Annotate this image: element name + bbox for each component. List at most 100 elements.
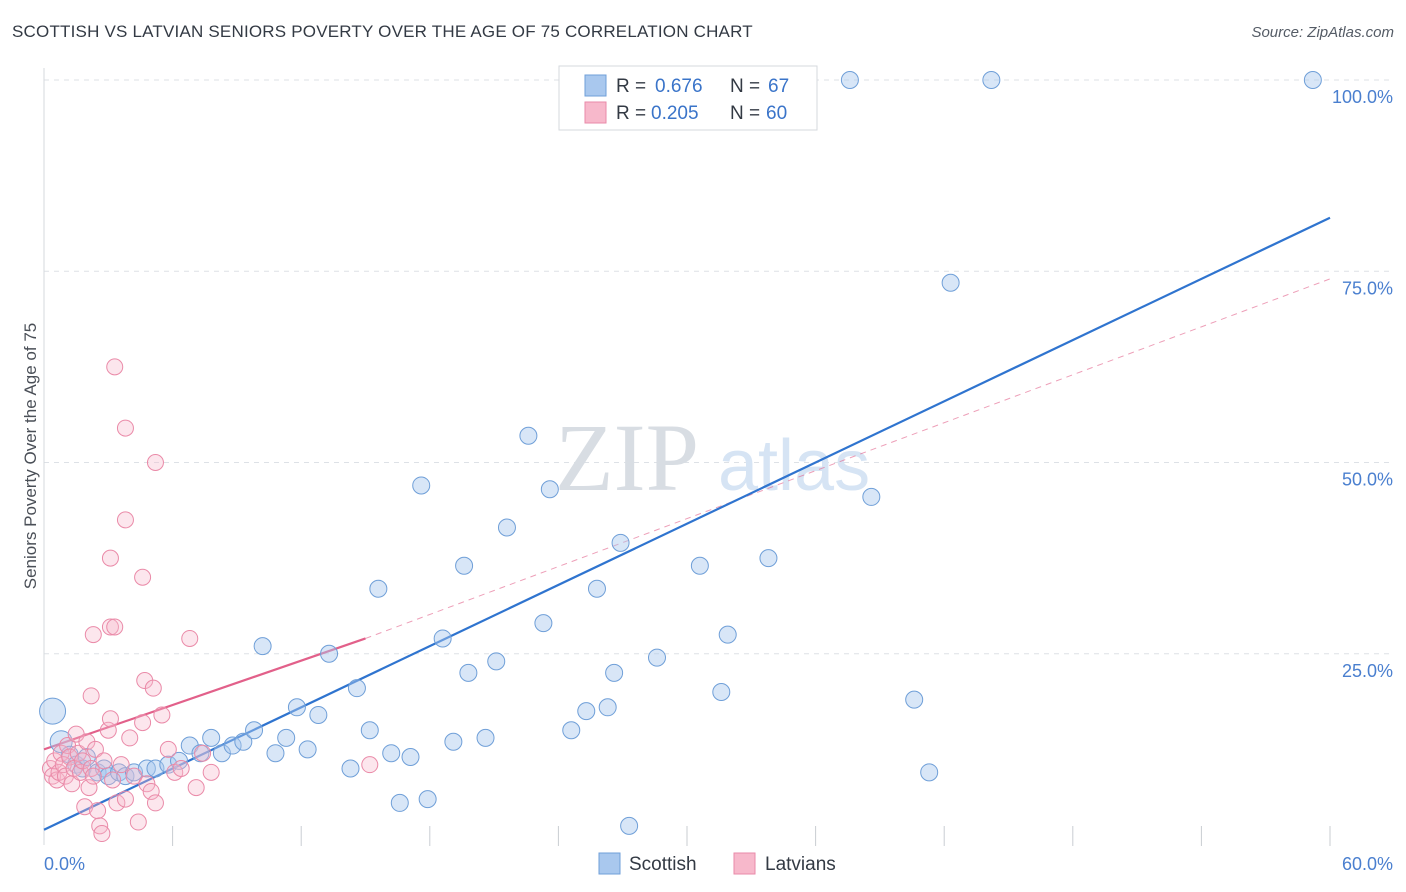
scottish-point (360, 721, 379, 740)
legend-scottish-swatch (584, 74, 607, 97)
scottish-point (459, 663, 478, 682)
latvian-point (202, 763, 220, 781)
scottish-point (759, 549, 778, 568)
latvian-point (142, 782, 160, 800)
scottish-point (277, 728, 296, 747)
latvian-point (101, 710, 119, 728)
scottish-point (444, 732, 463, 751)
latvian-point (194, 744, 212, 762)
latvian-point (106, 358, 124, 376)
y-ticks: 25.0% 50.0% 75.0% 100.0% (1332, 87, 1393, 681)
scottish-point (605, 663, 624, 682)
latvian-point (95, 752, 113, 770)
legend-scottish-r-label: R = (616, 76, 646, 97)
grid (43, 68, 1390, 845)
latvian-point (86, 740, 104, 758)
scottish-point (223, 736, 242, 755)
latvian-point (146, 794, 164, 812)
y-tick-label-1: 50.0% (1342, 470, 1393, 490)
chart-title: SCOTTISH VS LATVIAN SENIORS POVERTY OVER… (12, 22, 753, 41)
legend-latvian-swatch (584, 101, 607, 124)
scottish-point (309, 705, 328, 724)
latvian-point (144, 679, 162, 697)
scottish-point (39, 697, 67, 725)
scottish-point (369, 579, 388, 598)
scottish-point (116, 767, 135, 786)
watermark-zip: ZIP (555, 404, 699, 511)
legend-latvian-n-label: N = (730, 103, 760, 124)
scottish-point (341, 759, 360, 778)
latvian-point (187, 779, 205, 797)
scottish-point (390, 793, 409, 812)
latvian-point (61, 748, 79, 766)
scottish-point (540, 480, 559, 499)
legend-scottish-r-value: 0.676 (655, 76, 703, 97)
scottish-point (1303, 71, 1322, 89)
watermark: ZIP atlas (555, 404, 870, 511)
latvian-point (89, 802, 107, 820)
scottish-point (418, 790, 437, 809)
scottish-point (587, 579, 606, 598)
scottish-point (320, 644, 339, 663)
scottish-point (245, 721, 264, 740)
x-ticks (172, 826, 1331, 846)
scottish-point (534, 614, 553, 633)
latvian-point (125, 767, 143, 785)
scottish-point (234, 732, 253, 751)
scottish-points (39, 71, 1322, 835)
scottish-point (287, 698, 306, 717)
latvian-point (80, 779, 98, 797)
bottom-legend-latvians-swatch (733, 852, 756, 875)
latvian-point (134, 714, 152, 732)
scottish-point (180, 736, 199, 755)
scottish-point (712, 683, 731, 701)
latvian-point (129, 813, 147, 831)
x-tick-label-0: 0.0% (44, 854, 85, 874)
bottom-legend-latvians-label: Latvians (765, 854, 836, 875)
latvian-point (104, 771, 122, 789)
y-tick-label-2: 75.0% (1342, 278, 1393, 298)
scottish-point (455, 556, 474, 575)
scottish-point (718, 625, 737, 644)
scottish-point (476, 728, 495, 747)
latvian-point (116, 419, 134, 437)
latvian-point (106, 618, 124, 636)
scottish-point (611, 533, 630, 552)
scottish-point (920, 763, 939, 782)
x-tick-labels: 0.0% 60.0% (44, 854, 1393, 874)
legend-latvian-r-value: 0.205 (651, 103, 699, 124)
latvian-point (76, 798, 94, 816)
legend-latvian-n-value: 60 (766, 103, 787, 124)
latvian-point (101, 549, 119, 567)
legend: R = 0.676 N = 67 R = 0.205 N = 60 (558, 65, 818, 131)
latvian-point (138, 775, 156, 793)
scottish-point (497, 518, 516, 537)
scottish-point (982, 71, 1001, 89)
scottish-point (519, 426, 538, 445)
latvian-point (84, 767, 102, 785)
latvian-point (153, 706, 171, 724)
latvian-point (116, 790, 134, 808)
scottish-point (253, 637, 272, 656)
bottom-legend-scottish-swatch (598, 852, 621, 875)
scottish-point (840, 71, 859, 89)
scottish-point (941, 273, 960, 292)
latvian-trend-line (43, 637, 366, 751)
scottish-point (690, 556, 709, 575)
legend-scottish-n-value: 67 (768, 76, 789, 97)
scottish-point (862, 487, 881, 506)
scottish-point (562, 721, 581, 740)
y-axis-label: Seniors Poverty Over the Age of 75 (21, 323, 40, 589)
scottish-point (266, 744, 285, 763)
latvian-point (159, 740, 177, 758)
legend-latvian-r-label: R = (616, 103, 646, 124)
scottish-point (620, 816, 639, 835)
scottish-point (647, 648, 666, 667)
bottom-legend-scottish-label: Scottish (629, 854, 697, 875)
latvian-point (108, 794, 126, 812)
scottish-point (382, 744, 401, 763)
trend-lines (43, 216, 1331, 831)
y-tick-label-3: 100.0% (1332, 87, 1393, 107)
watermark-atlas: atlas (718, 426, 870, 506)
y-tick-label-0: 25.0% (1342, 661, 1393, 681)
